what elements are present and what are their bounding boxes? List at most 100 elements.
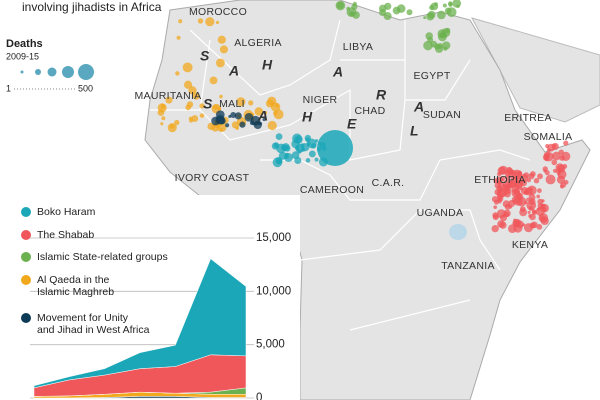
attack-dot: [542, 166, 548, 172]
country-label: EGYPT: [413, 70, 450, 82]
attack-dot: [493, 178, 499, 184]
country-label: MAURITANIA: [135, 90, 202, 102]
subtitle: involving jihadists in Africa: [22, 0, 162, 14]
country-label: CAMEROON: [300, 184, 364, 196]
map: [144, 0, 600, 400]
legend-swatch: [21, 313, 31, 323]
attack-dot: [262, 117, 266, 122]
attack-dot: [305, 158, 311, 163]
attack-dot: [442, 3, 447, 8]
attack-dot: [234, 112, 242, 120]
country-label: MOROCCO: [189, 6, 247, 18]
attack-dot: [167, 123, 177, 133]
country-label: MALI: [219, 98, 245, 110]
attack-dot: [178, 19, 183, 24]
attack-dot: [527, 210, 531, 214]
attack-dot: [434, 2, 438, 7]
attack-dot: [427, 36, 434, 43]
attack-dot: [183, 80, 193, 89]
attack-dot: [396, 4, 406, 13]
attack-dot: [253, 120, 262, 130]
attack-dot: [248, 100, 254, 106]
attack-dot: [552, 151, 561, 161]
size-min-label: 1: [6, 83, 11, 93]
attack-dot: [230, 112, 237, 118]
area-series: [33, 258, 247, 389]
attack-dots: [157, 0, 571, 233]
country-label: NIGER: [303, 94, 338, 106]
attack-dot: [563, 140, 569, 146]
legend-label: Boko Haram: [37, 206, 96, 218]
attack-dot: [383, 11, 392, 21]
attack-dot: [504, 174, 510, 180]
attack-dot: [499, 176, 505, 182]
sahel-letter: H: [302, 109, 313, 125]
attack-dot: [161, 116, 166, 121]
sahara-letter: A: [332, 64, 343, 80]
attack-dot: [192, 92, 200, 100]
attack-dot: [528, 214, 532, 218]
attack-dot: [498, 198, 502, 202]
attack-dot: [511, 188, 520, 198]
attack-dot: [314, 157, 319, 162]
attack-dot: [294, 135, 303, 144]
country-label: UGANDA: [417, 207, 464, 219]
attack-dot: [186, 101, 194, 108]
size-circle: [35, 69, 41, 75]
size-legend-subtitle: 2009-15: [6, 51, 39, 61]
attack-dot: [507, 224, 517, 233]
attack-dot: [514, 180, 523, 190]
attack-dot: [188, 86, 197, 95]
sahel-letter: E: [347, 116, 357, 132]
attack-dot: [437, 10, 446, 20]
legend-label: Movement for Unity and Jihad in West Afri…: [37, 312, 150, 336]
attack-dot: [506, 166, 513, 174]
attack-dot: [435, 44, 444, 53]
arabia: [471, 17, 600, 123]
attack-dot: [535, 206, 545, 216]
attack-dot: [520, 186, 529, 195]
sahel-letter: S: [203, 96, 213, 112]
country-label: ALGERIA: [234, 37, 282, 49]
attack-dot: [448, 2, 453, 7]
attack-dot: [307, 138, 317, 149]
country-label: CHAD: [355, 105, 386, 117]
attack-dot: [317, 130, 353, 166]
attack-dot: [493, 205, 498, 210]
attack-dot: [273, 109, 284, 120]
attack-dot: [217, 35, 226, 44]
legend-swatch: [21, 230, 31, 240]
attack-dot: [197, 18, 204, 24]
attack-dot: [560, 182, 567, 188]
sahara-letter: R: [376, 87, 387, 103]
area-chart: 0 5,000 10,000 15,000 Boko Haram The Shabab Is…: [21, 206, 291, 400]
legend-label: Al Qaeda in the Islamic Maghreb: [37, 274, 114, 298]
attack-dot: [215, 20, 220, 25]
country-label: C.A.R.: [372, 177, 405, 189]
attack-dot: [562, 164, 568, 169]
attack-dot: [440, 32, 447, 39]
attack-dot: [199, 113, 205, 118]
attack-dot: [498, 187, 503, 192]
attack-dot: [219, 45, 228, 54]
attack-dot: [552, 143, 557, 148]
attack-dot: [308, 150, 316, 158]
attack-dot: [529, 187, 533, 191]
attack-dot: [423, 40, 433, 51]
attack-dot: [491, 196, 499, 203]
attack-dot: [521, 223, 526, 227]
size-circle: [47, 67, 57, 77]
lake-victoria: [449, 224, 467, 240]
size-circle: [20, 70, 24, 74]
attack-dot: [276, 159, 282, 165]
attack-dot: [314, 139, 319, 143]
attack-dot: [378, 4, 387, 13]
attack-dot: [516, 220, 520, 224]
size-legend-title: Deaths: [6, 38, 43, 50]
attack-dot: [523, 223, 534, 233]
attack-dot: [502, 179, 513, 190]
attack-dot: [215, 58, 225, 68]
attack-dot: [502, 200, 510, 208]
attack-dot: [553, 168, 558, 173]
attack-dot: [529, 171, 536, 177]
